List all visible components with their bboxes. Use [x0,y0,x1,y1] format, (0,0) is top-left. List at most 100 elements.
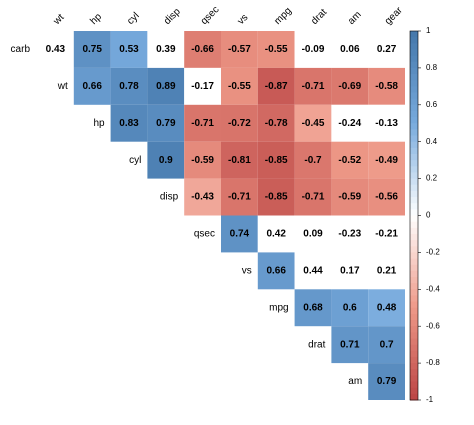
cell-value: 0.43 [46,44,66,55]
cell-value: -0.87 [265,81,288,92]
colorbar-segment [410,270,418,278]
cell-value: -0.71 [302,192,325,203]
cell [294,104,332,142]
cell [294,252,332,290]
cell-value: -0.72 [228,118,251,129]
cell [368,289,405,327]
cell [331,215,369,253]
row-label: am [348,376,362,387]
cell [110,67,148,105]
colorbar-segment [410,31,418,38]
colorbar-segment [410,147,418,155]
cell-value: 0.75 [82,44,102,55]
cell [368,326,405,364]
cell [257,104,295,142]
colorbar-segment [410,295,418,303]
cell [221,215,258,253]
colorbar-segment [410,283,418,290]
cell [184,31,221,68]
cell [147,31,185,68]
cell [294,141,332,179]
cell-value: -0.69 [338,81,361,92]
cell [221,141,258,179]
colorbar-segment [410,381,418,389]
colorbar-tick-label: -0.4 [426,284,440,293]
cell-value: 0.17 [340,265,360,276]
cell [184,178,221,216]
colorbar-tick-label: -0.2 [426,248,440,257]
cell [147,67,185,105]
cell [257,215,295,253]
cell [37,31,74,68]
colorbar-segment [410,92,418,100]
cell-value: -0.85 [265,155,288,166]
colorbar-segment [410,178,418,186]
colorbar-segment [410,209,418,216]
cell-value: 0.7 [380,339,394,350]
cell-value: 0.44 [303,265,323,276]
cell [184,104,221,142]
cell [294,178,332,216]
cell [368,178,405,216]
colorbar-segment [410,172,418,180]
cell [368,215,405,253]
cell-value: 0.21 [377,265,397,276]
colorbar-tick-label: 0.2 [426,174,438,183]
row-label: carb [11,44,31,55]
cell [368,363,405,400]
cell-value: -0.24 [338,118,361,129]
cell-value: -0.59 [191,155,214,166]
cell-value: 0.09 [303,229,323,240]
column-label: wt [51,12,67,28]
row-label: wt [57,81,68,92]
column-label: vs [236,12,251,27]
colorbar-segment [410,375,418,383]
cell-value: 0.78 [119,81,139,92]
colorbar-segment [410,43,418,50]
colorbar-segment [410,221,418,229]
cell-value: 0.83 [119,118,139,129]
cell-value: -0.71 [302,81,325,92]
cell-value: -0.7 [304,155,322,166]
cell [331,326,369,364]
cell [221,67,258,105]
cell [368,67,405,105]
colorbar-tick-label: -0.6 [426,321,440,330]
colorbar-segment [410,135,418,143]
colorbar-segment [410,307,418,315]
column-label: drat [309,7,329,27]
colorbar-segment [410,240,418,247]
row-label: vs [242,265,252,276]
cell [368,31,405,68]
cell-value: -0.55 [228,81,251,92]
cell [368,141,405,179]
cell-value: 0.6 [343,302,357,313]
colorbar-segment [410,258,418,266]
colorbar-segment [410,74,418,81]
colorbar-segment [410,344,418,352]
cell-value: 0.66 [266,265,286,276]
row-label: hp [93,118,105,129]
cell [257,67,295,105]
cell-value: 0.79 [156,118,176,129]
cell [331,252,369,290]
colorbar-segment [410,110,418,118]
cell [221,178,258,216]
column-label: cyl [125,11,141,27]
column-label: gear [383,5,405,27]
cell-value: 0.06 [340,44,360,55]
cell [110,104,148,142]
colorbar-segment [410,104,418,112]
cell-value: -0.17 [191,81,214,92]
cell-value: 0.39 [156,44,176,55]
cell-value: -0.49 [375,155,398,166]
cell-value: 0.74 [230,229,250,240]
colorbar-segment [410,363,418,370]
cell-value: -0.21 [375,229,398,240]
row-label: qsec [194,229,215,240]
colorbar-segment [410,190,418,198]
colorbar-segment [410,160,418,167]
colorbar-segment [410,338,418,346]
cell [331,141,369,179]
cell [257,31,295,68]
